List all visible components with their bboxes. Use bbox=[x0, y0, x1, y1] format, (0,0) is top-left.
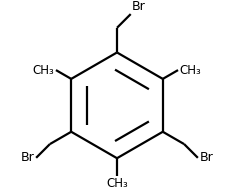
Text: Br: Br bbox=[199, 151, 213, 164]
Text: Br: Br bbox=[132, 0, 145, 13]
Text: Br: Br bbox=[21, 151, 35, 164]
Text: CH₃: CH₃ bbox=[33, 64, 55, 77]
Text: CH₃: CH₃ bbox=[179, 64, 201, 77]
Text: CH₃: CH₃ bbox=[106, 177, 128, 190]
